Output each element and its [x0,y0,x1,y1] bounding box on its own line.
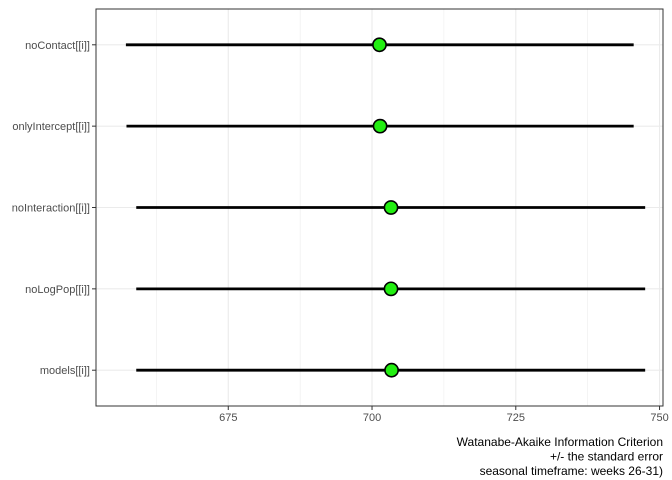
x-tick-label: 700 [363,412,381,424]
x-axis-label: Watanabe-Akaike Information Criterion +/-… [457,435,663,478]
x-axis-label-line: Watanabe-Akaike Information Criterion [457,435,663,449]
y-tick-label: noContact[[i]] [25,40,90,52]
x-tick-label: 675 [219,412,237,424]
waic-point [383,281,399,297]
y-tick-label: onlyIntercept[[i]] [12,121,90,133]
waic-point [384,362,399,378]
y-tick-label: models[[i]] [40,365,90,377]
x-tick-label: 725 [507,412,525,424]
y-tick-labels: noContact[[i]] onlyIntercept[[i]] noIntera… [12,40,96,377]
point-layer [372,37,399,378]
waic-point [383,200,399,215]
x-tick-label: 750 [650,412,668,424]
waic-point [372,118,388,134]
x-axis-label-line: +/- the standard error [550,450,663,464]
x-tick-labels: 675 700 725 750 [219,406,669,424]
y-tick-label: noLogPop[[i]] [25,284,90,296]
waic-point [372,37,387,53]
x-axis-label-line: seasonal timeframe: weeks 26-31) [480,464,663,478]
y-tick-label: noInteraction[[i]] [12,203,90,215]
